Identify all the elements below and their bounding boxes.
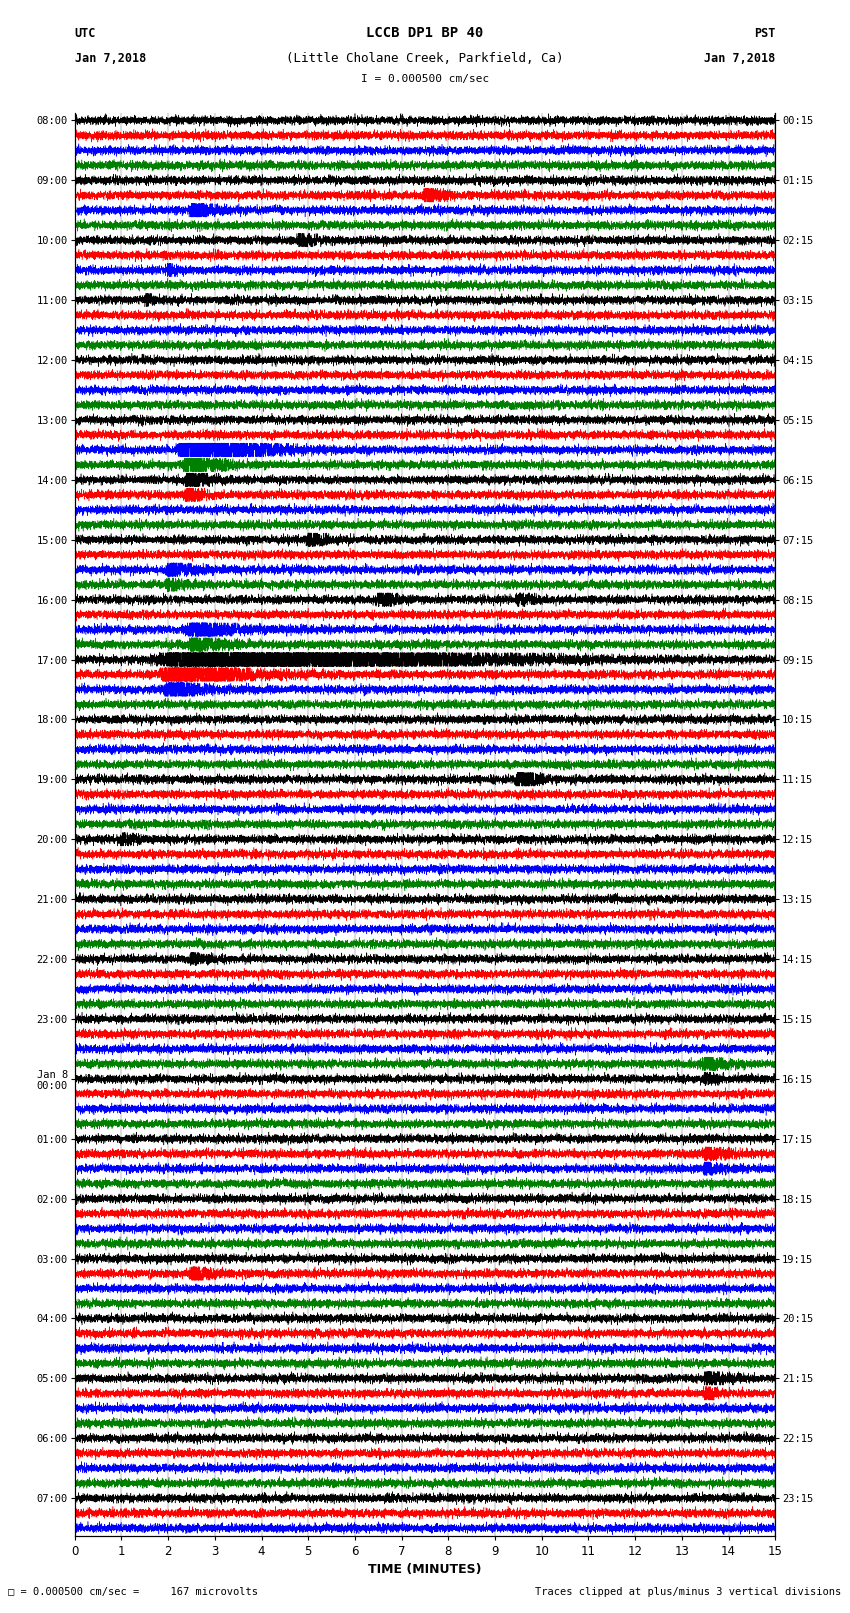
- Text: LCCB DP1 BP 40: LCCB DP1 BP 40: [366, 26, 484, 40]
- Text: I = 0.000500 cm/sec: I = 0.000500 cm/sec: [361, 74, 489, 84]
- X-axis label: TIME (MINUTES): TIME (MINUTES): [368, 1563, 482, 1576]
- Text: (Little Cholane Creek, Parkfield, Ca): (Little Cholane Creek, Parkfield, Ca): [286, 52, 564, 65]
- Text: Jan 7,2018: Jan 7,2018: [704, 52, 775, 65]
- Text: Jan 7,2018: Jan 7,2018: [75, 52, 146, 65]
- Text: UTC: UTC: [75, 27, 96, 40]
- Text: □ = 0.000500 cm/sec =     167 microvolts: □ = 0.000500 cm/sec = 167 microvolts: [8, 1587, 258, 1597]
- Text: Traces clipped at plus/minus 3 vertical divisions: Traces clipped at plus/minus 3 vertical …: [536, 1587, 842, 1597]
- Text: PST: PST: [754, 27, 775, 40]
